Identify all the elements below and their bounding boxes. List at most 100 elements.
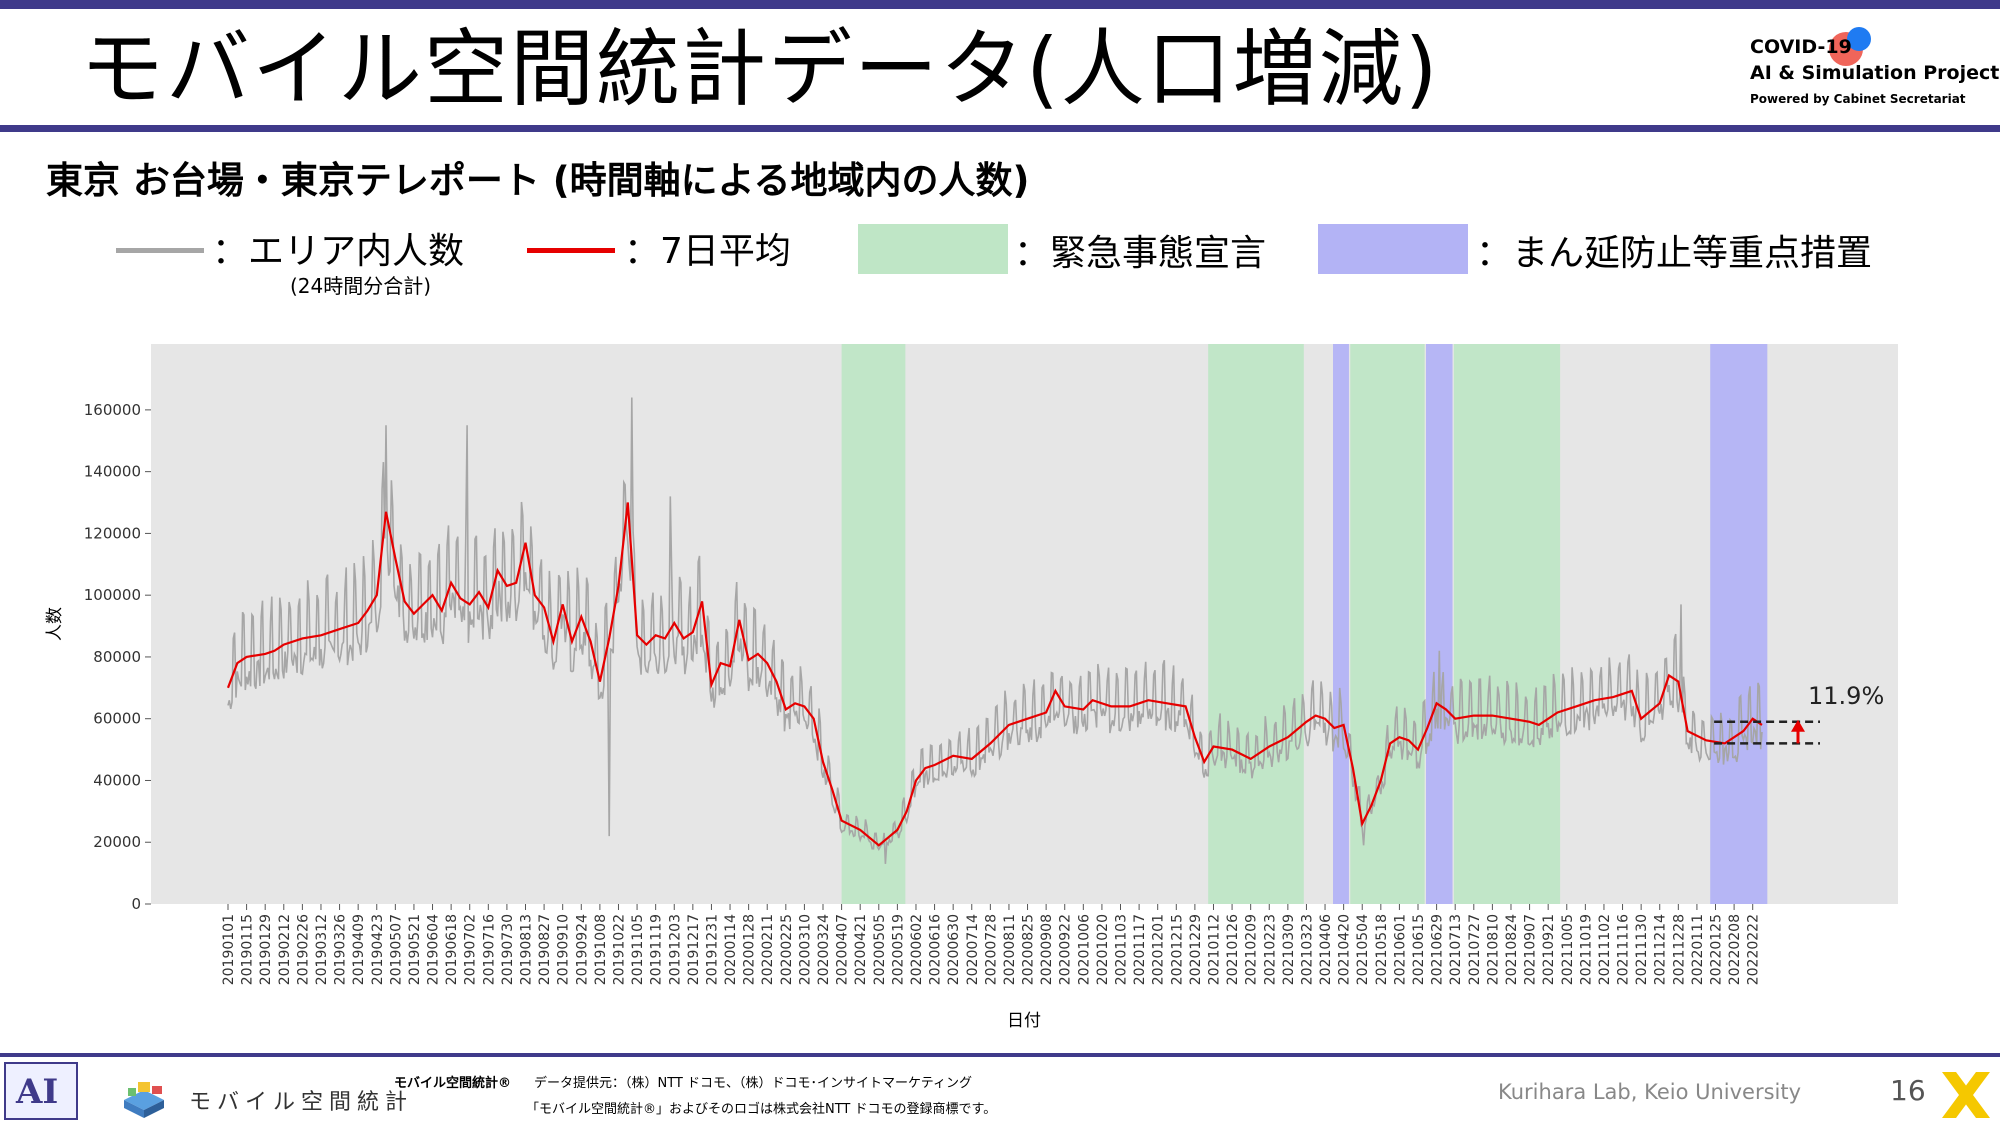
seven-day-average-line [226,502,1763,847]
legend-emergency-label: ：緊急事態宣言 [1014,233,1267,274]
x-tick-label: 20210629 [1430,914,1446,985]
legend-avg-label: ：7日平均 [624,231,791,272]
x-tick-label: 20211102 [1597,914,1613,985]
x-logo-icon [1942,1072,1990,1118]
x-tick-label: 20200630 [946,914,962,985]
x-tick-label: 20190716 [481,914,497,985]
x-tick-label: 20190312 [314,914,330,985]
x-tick-label: 20190326 [333,914,349,985]
x-axis: 20190101 20190115 20190129 20190212 20190226… [221,904,1762,985]
x-tick-label: 20190521 [407,914,423,985]
y-axis: 0 20000 40000 60000 80000 100000 120000 140000 1… [84,401,151,913]
x-tick-label: 20190507 [388,914,404,985]
x-tick-label: 20220125 [1709,914,1725,985]
x-tick-label: 20200825 [1021,914,1037,985]
top-bar [0,0,2000,9]
ai-logo-text: AI [16,1072,59,1112]
ai-logo: AI [4,1062,78,1120]
x-tick-label: 20211019 [1578,914,1594,985]
x-tick-label: 20190409 [351,914,367,985]
annotation-arrow-head [1791,719,1805,732]
population-chart: 0 20000 40000 60000 80000 100000 120000 140000 1… [45,344,1898,1031]
x-tick-label: 20190604 [426,914,442,985]
priority-period-band [1333,344,1349,904]
x-tick-label: 20210504 [1355,914,1371,985]
mobile-stats-logo-text: モバイル空間統計 [189,1090,414,1115]
x-tick-label: 20201201 [1151,914,1167,985]
emergency-period-band [1208,344,1304,904]
x-tick-label: 20191105 [630,914,646,985]
period-bands [841,344,1768,904]
x-tick-label: 20210727 [1467,914,1483,985]
x-tick-label: 20200324 [816,914,832,985]
x-tick-label: 20211130 [1634,914,1650,985]
y-axis-label: 人数 [45,607,65,641]
x-tick-label: 20211116 [1616,914,1632,985]
covid-project-logo: COVID-19 AI & Simulation Project Powered… [1742,22,1999,114]
x-tick-label: 20200616 [928,914,944,985]
x-tick-label: 20190618 [444,914,460,985]
legend-emergency-swatch [858,224,1008,274]
x-tick-label: 20200421 [853,914,869,985]
x-tick-label: 20200310 [797,914,813,985]
x-tick-label: 20210615 [1411,914,1427,985]
title-divider [0,125,2000,132]
x-tick-label: 20220208 [1727,914,1743,985]
x-tick-label: 20190101 [221,914,237,985]
x-tick-label: 20201215 [1169,914,1185,985]
logo-blue-dot [1847,27,1871,51]
x-tick-label: 20200811 [1002,914,1018,985]
footer-trademark: 「モバイル空間統計®」およびそのロゴは株式会社NTT ドコモの登録商標です。 [526,1102,997,1117]
x-tick-label: 20190129 [258,914,274,985]
x-tick-label: 20190730 [500,914,516,985]
x-tick-label: 20210824 [1504,914,1520,985]
x-tick-label: 20210309 [1281,914,1297,985]
x-tick-label: 20190827 [537,914,553,985]
x-tick-label: 20200602 [909,914,925,985]
plot-background [151,344,1898,904]
page-number: 16 [1890,1074,1926,1107]
x-tick-label: 20191022 [611,914,627,985]
x-tick-label: 20201006 [1076,914,1092,985]
chart-subtitle: 東京 お台場・東京テレポート (時間軸による地域内の人数) [46,159,1030,202]
x-tick-label: 20201103 [1114,914,1130,985]
x-tick-label: 20190115 [240,914,256,985]
x-tick-label: 20191203 [667,914,683,985]
x-tick-label: 20190924 [574,914,590,985]
footer-brand: モバイル空間統計® [394,1076,512,1091]
x-tick-label: 20190910 [556,914,572,985]
x-tick-label: 20220222 [1746,914,1762,985]
x-tick-label: 20191008 [593,914,609,985]
x-tick-label: 20200714 [965,914,981,985]
y-tick-label: 160000 [84,401,141,419]
change-annotation: 11.9% [1714,682,1884,745]
x-tick-label: 20220111 [1690,914,1706,985]
x-tick-label: 20201020 [1095,914,1111,985]
x-tick-label: 20200505 [872,914,888,985]
priority-period-band [1710,344,1768,904]
legend-priority-swatch [1318,224,1468,274]
logo-line3: Powered by Cabinet Secretariat [1750,92,1966,106]
x-tick-label: 20210601 [1392,914,1408,985]
x-tick-label: 20191119 [649,914,665,985]
footer-lab: Kurihara Lab, Keio University [1498,1080,1802,1104]
x-tick-label: 20210907 [1523,914,1539,985]
x-tick-label: 20200908 [1039,914,1055,985]
y-tick-label: 120000 [84,524,141,542]
emergency-period-band [1350,344,1425,904]
x-tick-label: 20200128 [742,914,758,985]
page-title: モバイル空間統計データ(人口増減) [80,20,1440,118]
x-tick-label: 20200114 [723,914,739,985]
y-tick-label: 140000 [84,463,141,481]
x-tick-label: 20190226 [295,914,311,985]
logo-line2: AI & Simulation Project [1750,62,2000,84]
x-tick-label: 20210323 [1299,914,1315,985]
y-tick-label: 80000 [93,648,141,666]
annotation-label: 11.9% [1808,682,1884,710]
x-tick-label: 20201117 [1132,914,1148,985]
legend: ：エリア内人数 (24時間分合計) ：7日平均 ：緊急事態宣言 ：まん延防止等重… [0,220,2000,300]
x-tick-label: 20211005 [1560,914,1576,985]
x-tick-label: 20210713 [1448,914,1464,985]
legend-avg-swatch [527,248,615,253]
x-tick-label: 20190212 [277,914,293,985]
